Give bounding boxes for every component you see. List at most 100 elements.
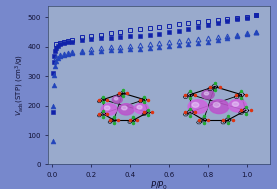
Point [100,163,103,165]
Point [215,163,218,165]
Line: 7 pts: 7 pts [212,85,218,89]
Point [97,163,100,166]
Point [170,163,173,166]
Line: 7 pts: 7 pts [201,118,207,122]
Point [217,163,220,165]
Line: 2 pts: 2 pts [119,93,123,95]
Point [173,163,176,166]
Point [126,163,130,166]
Point [96,163,100,166]
Point [175,163,178,165]
Point [170,163,173,165]
Ellipse shape [188,100,207,114]
Line: 7 pts: 7 pts [187,93,193,97]
Point [109,163,112,166]
Point [136,163,139,165]
Point [204,163,207,166]
Line: 2 pts: 2 pts [99,114,103,116]
Point [94,163,97,166]
Point [221,163,224,165]
Point [196,163,200,165]
Point [135,163,139,166]
Line: 7 pts: 7 pts [131,119,136,122]
Point [99,163,102,165]
Point [225,163,229,165]
Line: 2 pts: 2 pts [215,87,241,94]
Point [134,163,137,166]
Ellipse shape [229,99,247,112]
Point [97,163,100,166]
Point [221,163,224,166]
Point [130,163,133,165]
Point [116,163,119,165]
Point [131,163,135,165]
Point [206,163,209,166]
Point [96,163,99,165]
Point [124,163,127,166]
Point [190,163,194,165]
Point [98,163,101,166]
Point [136,163,140,166]
Point [206,163,209,166]
Line: 2 pts: 2 pts [199,120,204,122]
Point [112,163,116,165]
Line: 7 pts: 7 pts [97,100,101,103]
Point [139,163,142,166]
Point [171,163,174,165]
Point [225,163,229,165]
Point [224,163,227,165]
Ellipse shape [202,90,214,99]
Point [172,163,175,165]
Point [220,163,223,165]
Point [110,163,114,166]
Point [176,163,180,166]
Line: 7 pts: 7 pts [187,110,193,114]
Point [188,163,191,166]
Point [115,163,118,165]
Point [94,163,98,165]
Point [106,163,109,166]
Line: 2 pts: 2 pts [186,112,190,115]
Point [195,163,198,165]
Point [139,163,142,165]
Point [215,163,218,165]
Point [98,163,101,165]
Ellipse shape [209,100,229,114]
Point [173,163,176,166]
Point [104,163,107,166]
Point [104,163,107,166]
Point [125,163,129,166]
Point [135,163,138,165]
Point [172,163,175,166]
Line: 7 pts: 7 pts [128,121,132,123]
Line: 2 pts: 2 pts [123,93,144,100]
Point [219,163,222,165]
Point [130,163,134,165]
Point [194,163,197,165]
Point [99,163,102,166]
Point [122,163,125,166]
X-axis label: $P/P_0$: $P/P_0$ [150,180,168,189]
Point [193,163,196,165]
Point [123,163,126,166]
Point [173,163,176,165]
Point [220,163,223,165]
Point [185,163,189,166]
Point [112,163,115,165]
Point [172,163,175,165]
Point [120,163,124,166]
Point [116,163,119,165]
Point [94,163,98,165]
Point [106,163,110,166]
Point [217,163,220,165]
Point [222,163,225,165]
Point [170,163,173,165]
Point [106,163,109,166]
Point [169,163,172,166]
Line: 7 pts: 7 pts [120,92,125,95]
Point [205,163,209,166]
Point [194,163,198,165]
Point [123,163,126,166]
Line: 2 pts: 2 pts [99,100,103,101]
Point [106,163,110,166]
